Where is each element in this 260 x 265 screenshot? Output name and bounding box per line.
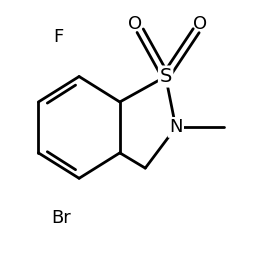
Text: N: N	[169, 118, 183, 136]
Text: S: S	[159, 67, 172, 86]
Text: O: O	[193, 15, 207, 33]
Text: Br: Br	[51, 209, 71, 227]
Text: O: O	[128, 15, 142, 33]
Text: F: F	[54, 28, 64, 46]
